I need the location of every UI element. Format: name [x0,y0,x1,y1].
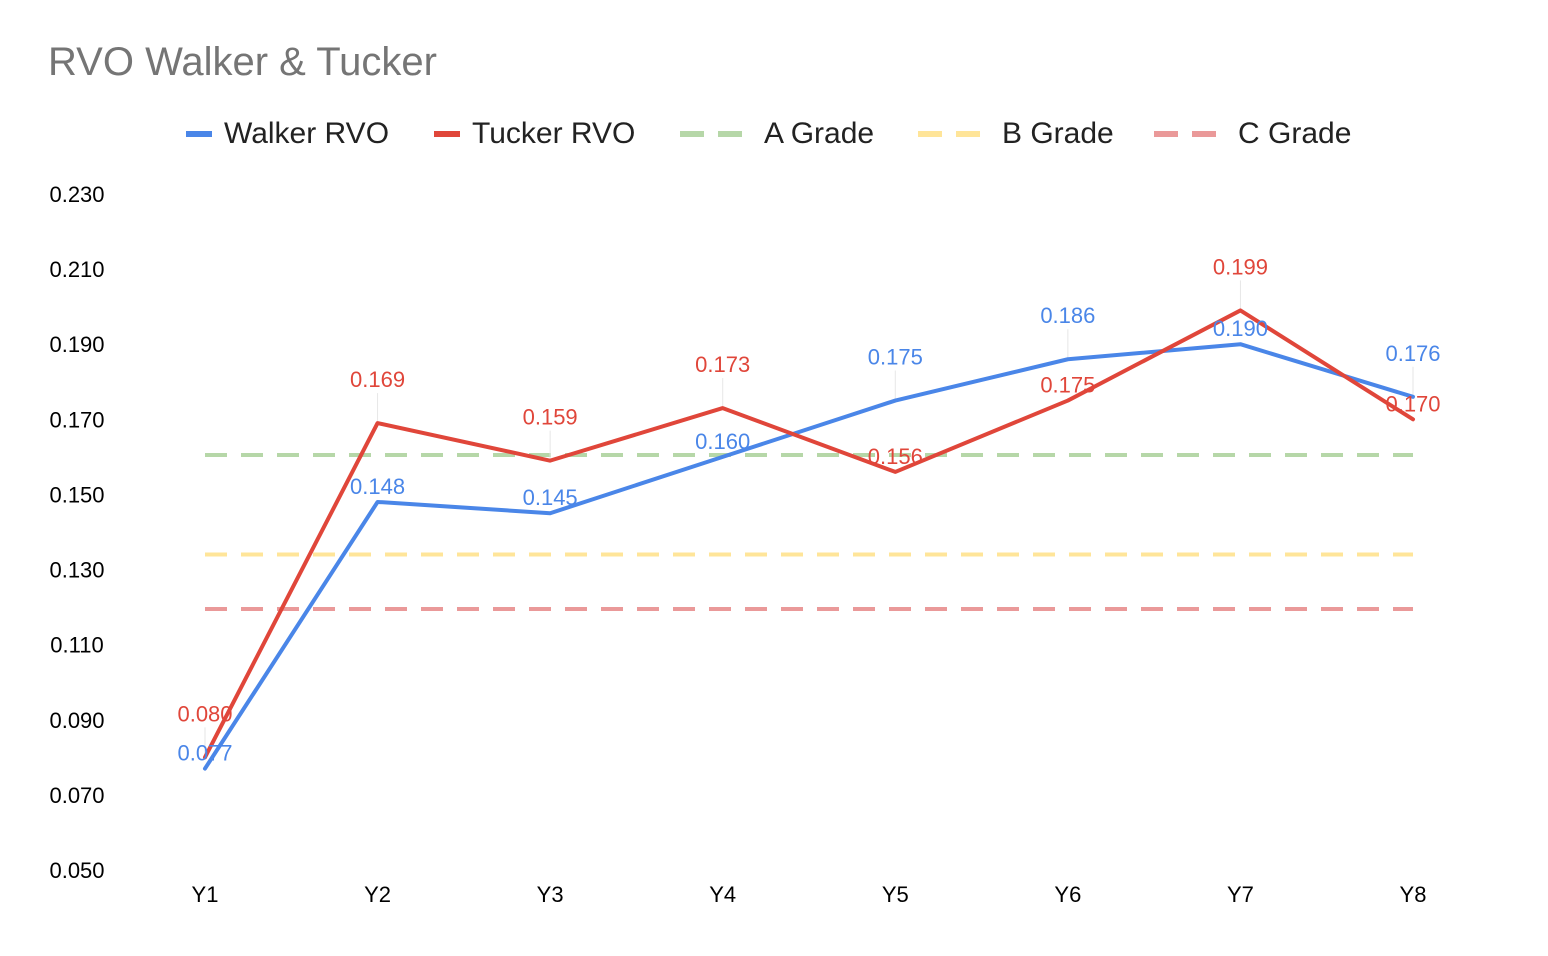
y-tick-label: 0.130 [49,558,104,583]
legend-item-b-grade[interactable]: B Grade [918,112,1114,156]
tucker-rvo-data-label: 0.159 [523,405,578,430]
legend-swatch-walker [186,131,212,137]
tucker-rvo-data-label: 0.173 [695,352,750,377]
grade-lines [205,453,1413,611]
data-labels: 0.077 0.148 0.145 0.160 0.175 0.186 0.190 0.176… [177,254,1440,765]
tucker-rvo-line[interactable] [203,308,1415,760]
walker-rvo-line[interactable] [203,342,1415,771]
legend-item-walker[interactable]: Walker RVO [186,112,389,156]
y-tick-label: 0.190 [49,332,104,357]
y-tick-label: 0.070 [49,783,104,808]
legend-swatch-c-grade [1154,131,1226,137]
tucker-rvo-data-label: 0.156 [868,444,923,469]
walker-rvo-data-label: 0.175 [868,345,923,370]
y-tick-label: 0.150 [49,482,104,507]
legend-item-a-grade[interactable]: A Grade [680,112,874,156]
y-tick-label: 0.170 [49,407,104,432]
tucker-rvo-data-label: 0.170 [1385,391,1440,416]
legend-swatch-tucker [434,131,460,137]
legend: Walker RVO Tucker RVO A Grade B Grade C … [0,112,1548,156]
x-tick-label: Y6 [1054,882,1081,907]
walker-rvo-data-label: 0.176 [1385,341,1440,366]
legend-label-a-grade: A Grade [764,117,875,150]
y-axis: 0.230 0.210 0.190 0.170 0.150 0.130 0.110 0.090… [49,182,104,883]
x-tick-label: Y7 [1227,882,1254,907]
x-tick-label: Y1 [192,882,219,907]
x-tick-label: Y5 [882,882,909,907]
label-leaders [204,280,1414,769]
legend-label-b-grade: B Grade [1002,117,1114,150]
legend-label-tucker: Tucker RVO [472,117,636,150]
x-tick-label: Y3 [537,882,564,907]
x-axis: Y1 Y2 Y3 Y4 Y5 Y6 Y7 Y8 [192,882,1427,907]
walker-rvo-data-label: 0.148 [350,474,405,499]
y-tick-label: 0.110 [50,633,103,658]
x-tick-label: Y2 [364,882,391,907]
walker-rvo-data-label: 0.077 [177,741,232,766]
walker-rvo-data-label: 0.160 [695,429,750,454]
legend-item-c-grade[interactable]: C Grade [1154,112,1351,156]
tucker-rvo-data-label: 0.169 [350,367,405,392]
y-tick-label: 0.210 [49,257,104,282]
legend-item-tucker[interactable]: Tucker RVO [434,112,635,156]
y-tick-label: 0.230 [49,182,104,207]
legend-label-c-grade: C Grade [1238,117,1352,150]
x-tick-label: Y4 [709,882,736,907]
tucker-rvo-data-label: 0.080 [177,701,232,726]
tucker-rvo-data-label: 0.199 [1213,254,1268,279]
walker-rvo-data-label: 0.190 [1213,316,1268,341]
series-lines [203,308,1415,771]
x-tick-label: Y8 [1400,882,1427,907]
legend-swatch-a-grade [680,131,752,137]
y-tick-label: 0.090 [49,708,104,733]
chart-title: RVO Walker & Tucker [48,40,437,84]
walker-rvo-data-label: 0.145 [523,485,578,510]
legend-label-walker: Walker RVO [224,117,390,150]
legend-swatch-b-grade [918,131,990,137]
walker-rvo-data-label: 0.186 [1040,303,1095,328]
y-tick-label: 0.050 [49,858,104,883]
tucker-rvo-data-label: 0.175 [1040,373,1095,398]
